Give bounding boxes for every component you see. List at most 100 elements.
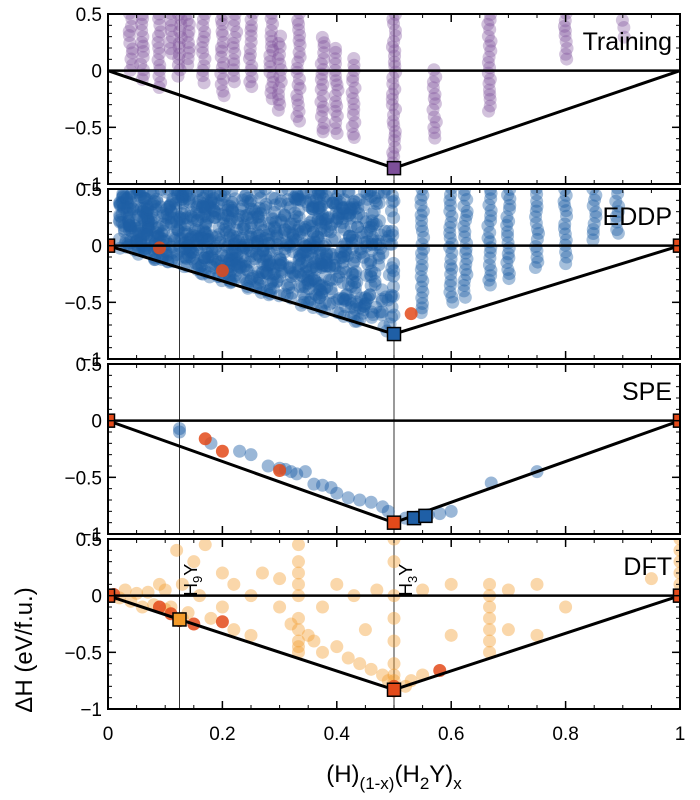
y-tick-label: −1 <box>80 350 102 371</box>
data-point <box>244 14 258 27</box>
data-point <box>153 228 167 242</box>
data-point <box>228 46 242 60</box>
data-point <box>586 223 600 237</box>
data-point <box>314 72 328 86</box>
data-point <box>217 198 231 212</box>
data-point <box>293 14 307 20</box>
data-point <box>168 233 182 247</box>
data-point <box>172 189 186 198</box>
data-point <box>291 98 305 112</box>
data-point <box>529 210 543 224</box>
data-point <box>501 263 515 277</box>
data-point <box>214 14 228 27</box>
data-point <box>301 199 315 213</box>
data-point <box>141 202 155 216</box>
data-point <box>145 215 159 229</box>
data-point <box>314 256 328 270</box>
data-point <box>673 539 680 546</box>
data-point <box>343 211 357 225</box>
data-point <box>196 14 210 26</box>
data-point <box>328 104 342 118</box>
data-point <box>319 189 333 203</box>
data-point <box>136 45 150 59</box>
data-point <box>190 214 204 228</box>
data-point <box>426 103 440 117</box>
data-point <box>378 224 392 238</box>
data-point <box>228 258 242 272</box>
data-point <box>260 266 274 280</box>
y-tick-label: −0.5 <box>64 643 102 664</box>
data-point <box>324 282 338 296</box>
data-point <box>165 246 179 260</box>
data-point <box>336 202 350 216</box>
data-point <box>167 211 181 225</box>
data-point <box>264 14 278 25</box>
data-point <box>267 262 281 276</box>
data-point <box>586 233 600 247</box>
data-point <box>275 215 289 229</box>
data-point <box>247 203 261 217</box>
data-point <box>199 219 213 233</box>
data-point <box>481 56 495 70</box>
data-point <box>357 299 371 313</box>
data-point <box>290 65 304 79</box>
data-point <box>313 189 327 197</box>
data-point <box>609 194 623 208</box>
data-point <box>293 28 307 42</box>
data-point <box>303 193 317 207</box>
data-point <box>250 218 264 232</box>
data-point <box>414 192 428 206</box>
data-point <box>235 231 249 245</box>
data-point <box>291 645 305 659</box>
data-point <box>188 223 202 237</box>
data-point <box>557 19 571 33</box>
data-point <box>372 258 386 272</box>
data-point <box>230 215 244 229</box>
data-point <box>200 189 214 200</box>
data-point <box>203 233 217 247</box>
data-point <box>313 245 327 259</box>
data-point <box>611 226 625 240</box>
data-point <box>314 82 328 96</box>
data-point <box>260 253 274 267</box>
data-point <box>241 211 255 225</box>
data-point <box>558 29 572 43</box>
data-point <box>208 210 222 224</box>
data-point <box>241 195 255 209</box>
data-point <box>340 207 354 221</box>
data-point <box>265 80 279 94</box>
data-point <box>336 262 350 276</box>
data-point <box>363 224 377 238</box>
data-point <box>141 217 155 231</box>
data-point <box>330 196 344 210</box>
data-point <box>173 232 187 246</box>
data-point <box>245 244 259 258</box>
data-point <box>367 217 381 231</box>
data-point <box>163 200 177 214</box>
data-point <box>457 278 471 292</box>
data-point <box>286 228 300 242</box>
data-point <box>348 280 362 294</box>
data-point <box>371 189 385 200</box>
data-point <box>482 258 496 272</box>
data-point <box>190 198 204 212</box>
data-point <box>123 207 137 221</box>
data-point <box>197 207 211 221</box>
data-point <box>290 88 304 102</box>
data-point <box>280 278 294 292</box>
data-point <box>272 258 286 272</box>
data-point <box>273 270 287 284</box>
data-point <box>116 197 130 211</box>
hull-marker <box>386 682 402 697</box>
data-point <box>330 99 344 113</box>
data-point <box>281 193 295 207</box>
data-point <box>160 189 174 199</box>
data-point <box>273 40 287 54</box>
data-point <box>353 301 367 315</box>
data-point <box>269 224 283 238</box>
data-point <box>483 278 497 292</box>
data-point <box>231 256 245 270</box>
data-point <box>328 41 342 55</box>
data-point <box>388 82 402 96</box>
data-point <box>386 146 400 160</box>
